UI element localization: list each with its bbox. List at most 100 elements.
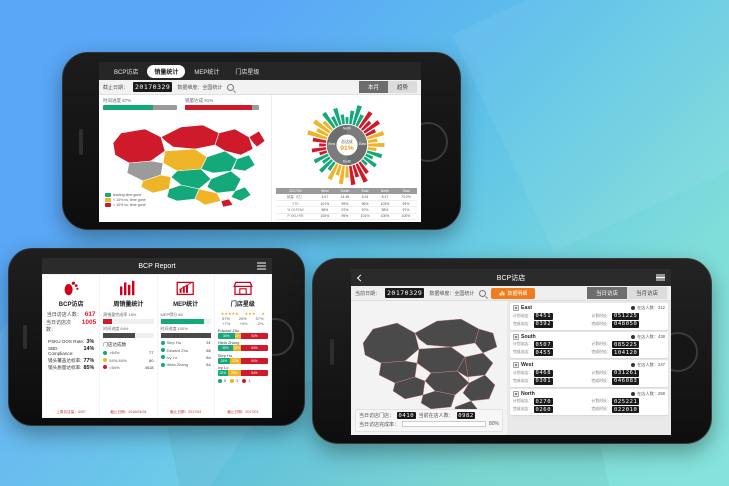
metric: 计划时长： 031261: [591, 369, 666, 377]
stack-segment: 20%: [217, 370, 228, 376]
segment-month-visits[interactable]: 当月访店: [626, 287, 667, 299]
china-map-svg[interactable]: [103, 113, 273, 209]
table-header-cell: North: [374, 187, 395, 194]
radial-bar: [367, 142, 384, 148]
progress-sales: 销量达成 91%: [185, 98, 259, 110]
progress-sales-fill: [185, 105, 253, 110]
tab-sales-stats[interactable]: 销量统计: [147, 64, 186, 78]
table-body: 销量（亿） 4.07 14.48 5.24 8.47 73.2% YTD 101% 99% 96%…: [276, 193, 417, 221]
region-metrics: 计划访店： 0270 计划时长： 025221 完成访店： 0260 完成时长： 022010: [513, 398, 665, 413]
radial-bar: [351, 105, 362, 126]
bar-fill: [160, 333, 211, 338]
tab-mep-stats[interactable]: MEP统计: [194, 69, 220, 76]
search-icon[interactable]: [479, 289, 487, 297]
legend-text: <54%: [109, 364, 120, 370]
stats-table-element: 2017/03 West South East North Total 销量（亿） 4.07…: [276, 187, 417, 221]
region-card-east[interactable]: East 在店人数：312 计划访店： 0451 计划时长： 051225 完成访店： 039…: [510, 303, 668, 330]
hamburger-icon[interactable]: [656, 274, 665, 281]
card-title: 周销量统计: [113, 302, 144, 308]
ranked-stack: 30% 16% 54%: [217, 345, 268, 351]
table-cell: 99%: [334, 200, 356, 208]
card-title: BCP访店: [58, 302, 84, 308]
stack-segment: 34%: [217, 332, 235, 339]
metric-value: 048050: [612, 320, 639, 328]
report-card-1[interactable]: 周销量统计 周销量完成率 18% 时间进度 64% 门店达成数 >64% 77 54%-64…: [100, 275, 157, 417]
tab-bcp-visit[interactable]: BCP访店: [114, 69, 139, 76]
region-card-west[interactable]: West 在店人数：347 计划访店： 0468 计划时长： 031261 完成访店： 030…: [510, 360, 668, 387]
metric-value: 0468: [533, 369, 553, 377]
chevron-left-icon[interactable]: [356, 273, 365, 282]
star-delta: +7%: [222, 321, 231, 326]
table-cell: 14.48: [334, 193, 356, 201]
content-area: 时间进度 67% 销量达成 91%: [99, 95, 421, 222]
segment-today-visits[interactable]: 当日访店: [586, 287, 627, 299]
radial-bar: [322, 120, 333, 131]
metric-value: 0270: [533, 398, 553, 405]
report-card-0[interactable]: BCP访店 当日访店人数： 617 当日访店次数： 1005 PSKU OOS Rate:…: [43, 275, 100, 417]
table-cell: 73.2%: [394, 193, 417, 201]
segment-this-month[interactable]: 本月: [358, 81, 388, 93]
region-card-south[interactable]: South 在店人数：438 计划访店： 0507 计划时长： 085225 完成访店： 04…: [510, 331, 668, 358]
radial-bar: [318, 159, 333, 173]
china-map[interactable]: leading time gone < 10% vs. time gone > …: [103, 113, 267, 209]
metric-value: 0301: [533, 377, 553, 385]
radial-bar: [327, 161, 336, 171]
summary-people-value: 0982: [456, 412, 476, 419]
stat-list: PSKU OOS Rate: 3% SBD Compliance: 14% 镜头覆盖达标…: [46, 337, 96, 373]
legend-text-red: > 10% vs. time gone: [113, 203, 146, 207]
metric-key: 计划时长：: [591, 370, 611, 375]
legend-item: 54%-64% 80: [103, 358, 154, 363]
toolbar: 截止日期： 20170329 数据维度：全国统计 本月 趋势: [99, 80, 421, 95]
star-group: ★: [261, 311, 265, 316]
table-cell: 96%: [355, 200, 375, 208]
china-map-dark[interactable]: 当日访店门店： 0410 当前在店人数： 0982 当日访店完成率： 80%: [351, 301, 507, 435]
tab-bar: BCP访店 销量统计 MEP统计 门店星级: [99, 62, 421, 80]
footprint-icon: [46, 278, 96, 298]
table-cell: 98%: [374, 206, 395, 214]
tab-store-rating[interactable]: 门店星级: [235, 69, 260, 76]
speaker-grill: [330, 339, 334, 365]
data-detail-button[interactable]: 数据明细: [491, 287, 536, 299]
card-footer: 截止日期：2017/03: [227, 410, 259, 414]
summary-store-label: 当日访店门店：: [359, 413, 395, 419]
metric: 完成访店： 0301: [513, 377, 587, 385]
search-icon[interactable]: [227, 83, 235, 91]
report-card-3[interactable]: 门店星级 ★★★★★ ★★★ ★ 57% 26% 57% +7% +9% -2% Edward Zh…: [214, 275, 271, 417]
table-header-cell: West: [314, 187, 335, 194]
table-cell: 100%: [374, 213, 395, 221]
kv-value: 617: [84, 311, 96, 318]
region-people: 在店人数：312: [631, 305, 665, 311]
radial-bar: [360, 120, 371, 131]
star-pct: 26%: [238, 316, 247, 321]
region-card-north[interactable]: North 在店人数：258 计划访店： 0270 计划时长： 025221 完成访店： 02…: [510, 388, 668, 415]
date-value[interactable]: 20170329: [385, 288, 425, 298]
hamburger-icon[interactable]: [257, 262, 266, 270]
metric-key: 完成时长：: [591, 350, 611, 354]
region-list[interactable]: East 在店人数：312 计划访店： 0451 计划时长： 051225 完成访店： 039…: [507, 301, 671, 435]
report-card-2[interactable]: MEP统计 MEP得分 86 时间进度 100% Step Hu 91 Edward Zh…: [157, 275, 214, 417]
people-dot: [631, 391, 636, 396]
period-segment: 本月 趋势: [358, 81, 417, 93]
segment-trend[interactable]: 趋势: [387, 81, 417, 93]
radial-bar: [348, 110, 354, 125]
background-facet-2: [452, 0, 729, 253]
table-header-cell: South: [334, 187, 356, 194]
svg-text:总达成: 总达成: [341, 139, 353, 144]
card-title: MEP统计: [173, 302, 199, 308]
card-kv: 当日访店人数： 617: [46, 311, 96, 318]
stat-row: PSKU OOS Rate: 3%: [48, 339, 94, 345]
table-cell: 销量（亿）: [276, 193, 315, 201]
progress-sales-track: [185, 105, 259, 110]
radial-chart[interactable]: 总达成 91% North East South West: [299, 97, 395, 198]
radial-bar: [362, 156, 377, 168]
person-score: 84: [206, 362, 211, 368]
radial-quadrant-label: East: [359, 142, 366, 146]
stat-key: 镜头覆盖达标率:: [48, 357, 82, 363]
radial-bar: [364, 153, 373, 160]
table-cell: 99%: [394, 200, 417, 208]
person-row: Step Hu 91: [160, 340, 211, 345]
metric-value: 0392: [533, 320, 553, 328]
region-metrics: 计划访店： 0451 计划时长： 051225 完成访店： 0392 完成时长： 048050: [513, 312, 665, 328]
date-value[interactable]: 20170329: [133, 82, 173, 92]
